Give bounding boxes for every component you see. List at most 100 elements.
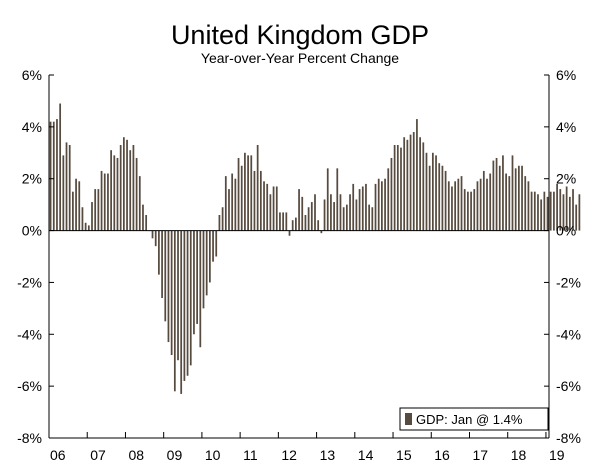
- bar: [158, 230, 160, 275]
- bar: [253, 170, 256, 231]
- y-tick-label: -8%: [556, 430, 581, 446]
- bar: [193, 230, 195, 335]
- bar: [298, 189, 300, 231]
- bar: [103, 173, 106, 231]
- bar: [476, 181, 479, 231]
- bar: [524, 176, 527, 231]
- x-tick-label: 17: [472, 447, 488, 463]
- bar: [279, 212, 281, 231]
- bar: [304, 215, 307, 231]
- bar: [116, 157, 119, 231]
- bar: [562, 194, 565, 231]
- y-tick-label: -2%: [17, 274, 42, 290]
- bar: [259, 170, 262, 231]
- bar: [368, 204, 371, 231]
- bar: [568, 196, 571, 231]
- bar: [244, 152, 246, 231]
- bar: [250, 155, 253, 231]
- x-tick-label: 08: [128, 447, 144, 463]
- bar: [377, 178, 380, 231]
- bar: [559, 189, 562, 231]
- bar: [177, 230, 179, 361]
- bar: [444, 170, 447, 231]
- legend-box: [399, 407, 549, 431]
- bar: [345, 204, 348, 231]
- y-tick-label: -6%: [17, 378, 42, 394]
- bar: [49, 121, 52, 231]
- bar: [502, 155, 504, 231]
- bar: [336, 168, 339, 231]
- bar: [167, 230, 170, 343]
- bar: [479, 178, 482, 231]
- bar: [68, 145, 71, 231]
- bar: [556, 183, 558, 231]
- bar: [291, 220, 294, 231]
- bar: [463, 189, 466, 231]
- x-tick-label: 12: [281, 447, 297, 463]
- bar: [447, 181, 450, 231]
- y-tick-label: 2%: [22, 171, 42, 187]
- x-tick-label: 13: [320, 447, 336, 463]
- bar: [196, 230, 198, 324]
- bar: [314, 194, 316, 231]
- bar: [553, 191, 555, 231]
- bar: [173, 230, 176, 392]
- bar: [342, 207, 345, 231]
- bar: [467, 191, 469, 231]
- y-tick-label: -2%: [556, 274, 581, 290]
- bar: [94, 189, 97, 231]
- bar: [231, 173, 234, 231]
- x-tick-label: 09: [167, 447, 183, 463]
- bar: [221, 207, 224, 231]
- bar: [122, 137, 125, 231]
- bar: [361, 186, 364, 231]
- bar: [409, 134, 412, 231]
- bar: [301, 196, 304, 231]
- bar: [87, 225, 90, 231]
- bar: [527, 181, 530, 231]
- bar: [441, 165, 444, 231]
- legend-swatch: [405, 413, 412, 425]
- bar: [138, 176, 141, 231]
- bar: [317, 220, 320, 231]
- bar: [266, 183, 269, 231]
- bar: [358, 189, 361, 231]
- bar: [75, 178, 77, 231]
- x-axis: 06 07 08 09 10 11 12 13 14 15 16 17 18 19: [48, 432, 565, 463]
- bar: [492, 160, 495, 231]
- bar: [218, 215, 221, 231]
- bar: [416, 119, 418, 231]
- bar: [183, 230, 186, 381]
- bar: [381, 181, 383, 231]
- bar: [202, 230, 205, 309]
- y-tick-label: 0%: [556, 223, 576, 239]
- bar: [422, 142, 425, 231]
- bar: [145, 215, 148, 231]
- bar: [59, 103, 62, 231]
- axes: [48, 75, 550, 439]
- bar: [323, 199, 326, 231]
- bar: [135, 157, 138, 231]
- bar: [460, 176, 463, 231]
- bar: [489, 173, 492, 231]
- bar: [438, 163, 441, 231]
- bar: [228, 189, 230, 231]
- bar: [164, 230, 167, 322]
- y-tick-label: -4%: [17, 326, 42, 342]
- bar: [419, 137, 421, 231]
- bar: [288, 230, 291, 236]
- bar: [189, 230, 192, 366]
- bar: [349, 194, 351, 231]
- bar: [517, 165, 520, 231]
- bar: [56, 119, 58, 231]
- bar: [457, 178, 460, 231]
- bar: [186, 230, 189, 376]
- bar: [482, 170, 485, 231]
- bar: [514, 168, 517, 231]
- x-tick-label: 19: [549, 447, 565, 463]
- y-tick-label: 4%: [556, 119, 576, 135]
- bar: [100, 170, 103, 231]
- x-tick-label: 15: [396, 447, 412, 463]
- bar: [549, 191, 552, 231]
- bar: [387, 168, 390, 231]
